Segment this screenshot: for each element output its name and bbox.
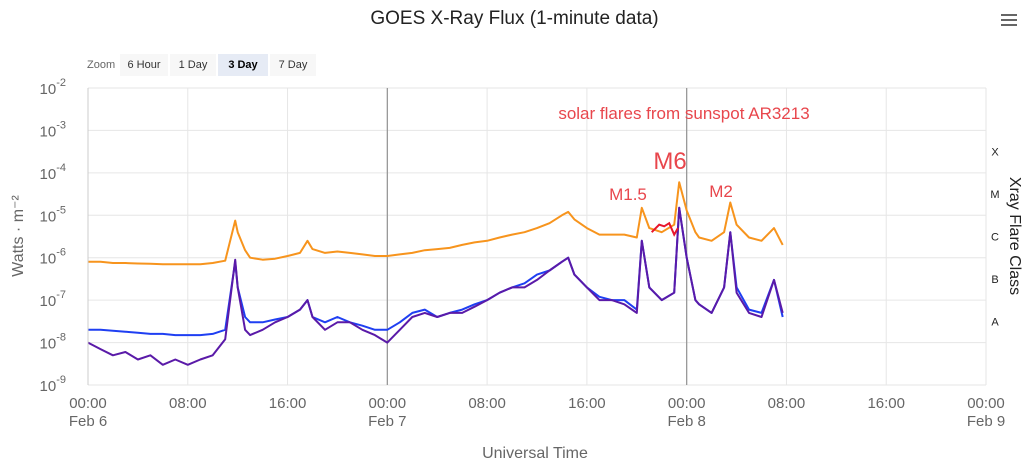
x-tick-date: Feb 8 [667, 413, 705, 430]
y-axis-title: Watts · m⁻² [10, 195, 27, 277]
zoom-7-day-button[interactable]: 7 Day [270, 54, 316, 76]
y-tick-label: 10-5 [40, 204, 66, 225]
flare-class-label: M [990, 189, 999, 201]
grid [87, 87, 987, 386]
flare-class-label: A [991, 316, 999, 328]
axes: 10-910-810-710-610-510-410-310-200:00Feb… [10, 77, 1023, 462]
flare-class-label: B [991, 274, 998, 286]
y-tick-label: 10-6 [40, 247, 66, 268]
x-tick-time: 08:00 [169, 395, 207, 412]
x-tick-time: 00:00 [668, 395, 706, 412]
x-tick-time: 00:00 [69, 395, 107, 412]
long-channel-line [88, 181, 784, 266]
annotations: solar flares from sunspot AR3213 M1.5 M6… [558, 104, 809, 204]
x-tick-time: 16:00 [867, 395, 905, 412]
flare-label-m1-5: M1.5 [609, 185, 647, 204]
x-tick-date: Feb 6 [69, 413, 107, 430]
y-tick-label: 10-7 [40, 289, 66, 310]
y-tick-label: 10-2 [40, 77, 66, 98]
flare-label-m6: M6 [653, 148, 686, 175]
menu-icon[interactable] [1001, 14, 1017, 28]
headline-annotation: solar flares from sunspot AR3213 [558, 104, 809, 123]
x-tick-date: Feb 9 [967, 413, 1005, 430]
short-channel-secondary-line [87, 206, 784, 366]
y-tick-label: 10-8 [40, 332, 66, 353]
y-tick-label: 10-4 [40, 162, 66, 183]
flare-class-label: X [991, 147, 999, 159]
x-tick-time: 00:00 [967, 395, 1005, 412]
day-dividers [386, 88, 688, 385]
x-tick-time: 16:00 [269, 395, 307, 412]
x-tick-time: 08:00 [468, 395, 506, 412]
flare-highlight-line [650, 221, 679, 237]
x-tick-time: 00:00 [369, 395, 407, 412]
flare-class-label: C [991, 232, 999, 244]
y-tick-label: 10-3 [40, 119, 66, 140]
series-lines [87, 181, 784, 366]
zoom-1-day-button[interactable]: 1 Day [170, 54, 216, 76]
x-tick-time: 16:00 [568, 395, 606, 412]
x-tick-time: 08:00 [768, 395, 806, 412]
zoom-label: Zoom [87, 59, 116, 71]
y2-axis-title: Xray Flare Class [1006, 177, 1023, 295]
x-tick-date: Feb 7 [368, 413, 406, 430]
y-tick-label: 10-9 [40, 374, 66, 395]
x-axis-title: Universal Time [482, 445, 588, 462]
zoom-6-hour-button[interactable]: 6 Hour [120, 54, 168, 76]
flare-label-m2: M2 [709, 182, 733, 201]
chart-title: GOES X-Ray Flux (1-minute data) [370, 8, 659, 29]
zoom-3-day-button[interactable]: 3 Day [218, 54, 268, 76]
